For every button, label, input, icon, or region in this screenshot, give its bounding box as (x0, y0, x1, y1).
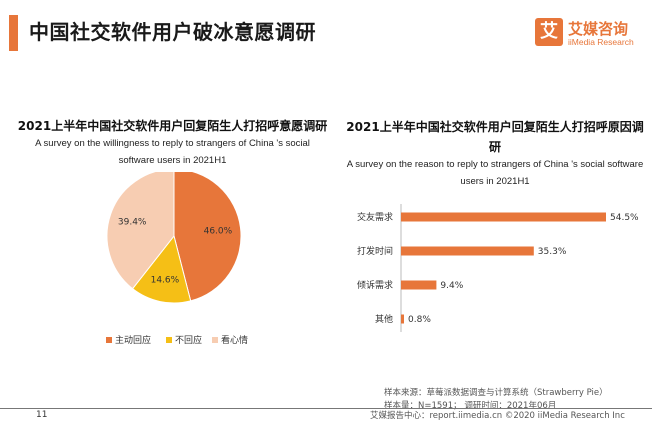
footer-divider (0, 408, 652, 409)
footer-credit: 艾媒报告中心：report.iimedia.cn ©2020 iiMedia R… (370, 411, 625, 421)
bar (401, 314, 404, 324)
logo-name-cn: 艾媒咨询 (568, 20, 629, 38)
bar (401, 246, 534, 256)
pie-slice (106, 172, 175, 290)
pie-slice (131, 234, 192, 304)
pie-value-label: 14.6% (151, 275, 180, 285)
logo-name-en: iiMedia Research (568, 37, 634, 47)
logo-mark-icon: 艾 (535, 18, 563, 46)
bar-chart-title: 2021上半年中国社交软件用户回复陌生人打招呼原因调研 (346, 120, 644, 154)
data-source-note: 样本来源：草莓派数据调查与计算系统（Strawberry Pie） (384, 388, 608, 398)
pie-slice (173, 172, 242, 302)
bar-value-label: 9.4% (440, 281, 463, 291)
bar-chart: 交友需求 54.5% 打发时间 35.3% 倾诉需求 9.4% 其他 0.8% (357, 204, 639, 332)
title-accent-bar (9, 15, 18, 51)
page-number: 11 (36, 410, 48, 420)
legend-swatch (106, 337, 112, 343)
bar-value-label: 54.5% (610, 213, 639, 223)
pie-value-label: 39.4% (118, 218, 147, 228)
bar-category-label: 打发时间 (357, 245, 393, 257)
legend-swatch (212, 337, 218, 343)
pie-value-label: 46.0% (204, 227, 233, 237)
legend-label: 看心情 (221, 334, 248, 346)
legend-label: 不回应 (175, 334, 202, 346)
bar (401, 212, 606, 222)
legend-swatch (166, 337, 172, 343)
bar (401, 280, 437, 290)
legend-label: 主动回应 (115, 334, 151, 346)
bar-value-label: 0.8% (408, 315, 431, 325)
pie-chart-title: 2021上半年中国社交软件用户回复陌生人打招呼意愿调研 (17, 119, 328, 133)
pie-chart: 46.0% 14.6% 39.4% 主动回应 不回应 看心情 (106, 172, 248, 346)
bar-category-label: 倾诉需求 (357, 279, 393, 291)
sample-size-note: 样本量：N=1591； 调研时间：2021年06月 (384, 401, 557, 411)
page-title: 中国社交软件用户破冰意愿调研 (29, 20, 316, 44)
pie-chart-subtitle: A survey on the willingness to reply to … (35, 138, 310, 166)
bar-value-label: 35.3% (538, 247, 567, 257)
brand-logo: 艾 艾媒咨询 iiMedia Research (535, 18, 645, 52)
bar-category-label: 其他 (375, 313, 393, 325)
bar-chart-subtitle: A survey on the reason to reply to stran… (346, 159, 644, 187)
bar-category-label: 交友需求 (357, 211, 393, 223)
